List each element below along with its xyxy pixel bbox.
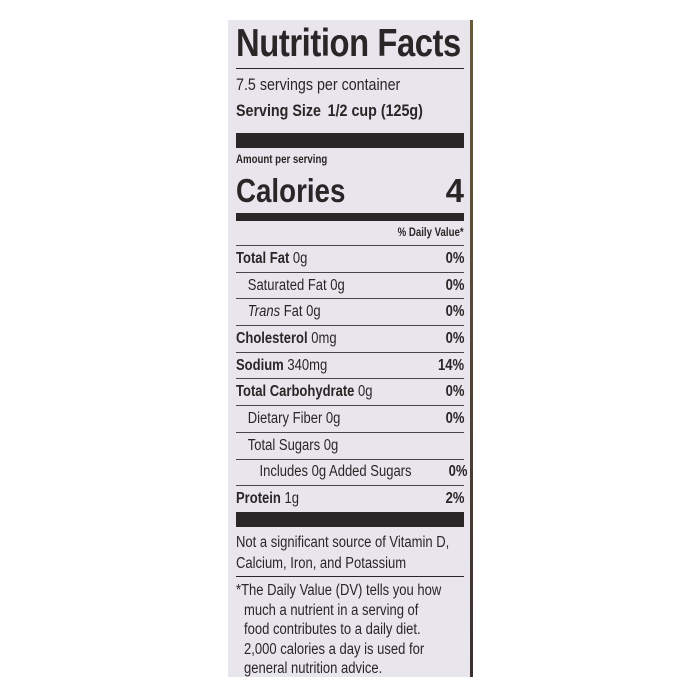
medium-divider [236, 213, 464, 221]
nutrient-name: Cholesterol 0mg [236, 330, 337, 348]
nutrient-daily-value: 0% [445, 329, 464, 347]
daily-value-footnote: *The Daily Value (DV) tells you how much… [236, 582, 442, 677]
nutrient-amount: 1g [284, 490, 299, 508]
nutrient-label: Sodium [236, 356, 284, 374]
calories-row: Calories 4 [236, 172, 464, 210]
calories-value: 4 [445, 172, 464, 209]
nutrient-name: Total Fat 0g [236, 250, 307, 268]
amount-per-serving: Amount per serving [236, 154, 328, 166]
nutrient-label: Total Fat [236, 249, 290, 267]
nutrient-row: Cholesterol 0mg 0% [236, 325, 464, 352]
nutrient-daily-value: 0% [445, 383, 464, 401]
thick-divider [236, 133, 464, 148]
package-edge [470, 20, 473, 677]
nutrient-amount: 0g [358, 383, 373, 401]
nutrient-row: Total Carbohydrate 0g 0% [236, 378, 464, 405]
nutrient-row: Trans Fat 0g 0% [236, 298, 464, 325]
nutrient-amount: 0g [323, 436, 339, 454]
nutrient-amount: 0g [325, 409, 341, 427]
nutrient-label: Dietary Fiber [247, 409, 323, 427]
nutrient-amount: 0g [306, 303, 321, 321]
nutrient-amount: 340mg [287, 356, 328, 374]
label-title: Nutrition Facts [236, 22, 461, 65]
nutrient-name: Dietary Fiber 0g [236, 409, 341, 428]
nutrient-label: Includes 0g Added Sugars [259, 463, 412, 481]
nutrient-rows: Total Fat 0g 0% Saturated Fat 0g 0% Trans Fa… [236, 245, 467, 512]
nutrient-daily-value: 14% [437, 356, 464, 374]
calories-label: Calories [236, 172, 346, 209]
divider [236, 68, 464, 69]
nutrient-amount: 0g [330, 276, 345, 294]
nutrient-daily-value: 0% [445, 409, 464, 427]
serving-size: Serving Size 1/2 cup (125g) [236, 101, 423, 120]
nutrient-row: Saturated Fat 0g 0% [236, 271, 464, 299]
nutrient-daily-value: 0% [445, 303, 464, 321]
nutrient-label: Fat [283, 303, 303, 321]
nutrient-daily-value: 0% [445, 249, 464, 267]
nutrient-amount: 0mg [311, 329, 337, 347]
nutrient-label: Total Sugars [247, 436, 321, 454]
nutrient-italic-prefix: Trans [247, 303, 281, 321]
nutrient-name: Total Carbohydrate 0g [236, 383, 373, 401]
nutrient-daily-value: 2% [445, 490, 464, 508]
nutrient-amount: 0g [292, 249, 308, 267]
thick-divider-bottom [236, 512, 464, 527]
nutrient-name: Protein 1g [236, 490, 299, 508]
nutrient-row: Dietary Fiber 0g 0% [236, 405, 464, 432]
nutrient-row: Protein 1g 2% [236, 485, 464, 512]
nutrient-label: Cholesterol [236, 329, 308, 347]
divider [236, 576, 464, 577]
nutrient-row: Includes 0g Added Sugars 0% [236, 458, 467, 486]
nutrient-label: Protein [236, 490, 281, 508]
nutrient-name: Trans Fat 0g [236, 303, 321, 321]
daily-value-header: % Daily Value* [397, 227, 464, 239]
servings-per-container: 7.5 servings per container [236, 75, 401, 94]
nutrient-name: Total Sugars 0g [236, 437, 338, 455]
nutrient-name: Sodium 340mg [236, 357, 327, 375]
nutrient-name: Includes 0g Added Sugars [236, 463, 412, 481]
nutrient-row: Sodium 340mg 14% [236, 351, 464, 379]
nutrient-label: Saturated Fat [247, 276, 327, 294]
nutrient-row: Total Fat 0g 0% [236, 245, 464, 272]
nutrient-name: Saturated Fat 0g [236, 277, 345, 295]
nutrient-label: Total Carbohydrate [236, 383, 355, 401]
nutrient-row: Total Sugars 0g [236, 431, 464, 459]
nutrition-facts-label: Nutrition Facts 7.5 servings per contain… [228, 20, 472, 677]
nutrient-daily-value: 0% [445, 276, 464, 294]
not-significant-note: Not a significant source of Vitamin D, C… [236, 534, 450, 572]
nutrient-daily-value: 0% [448, 463, 468, 481]
